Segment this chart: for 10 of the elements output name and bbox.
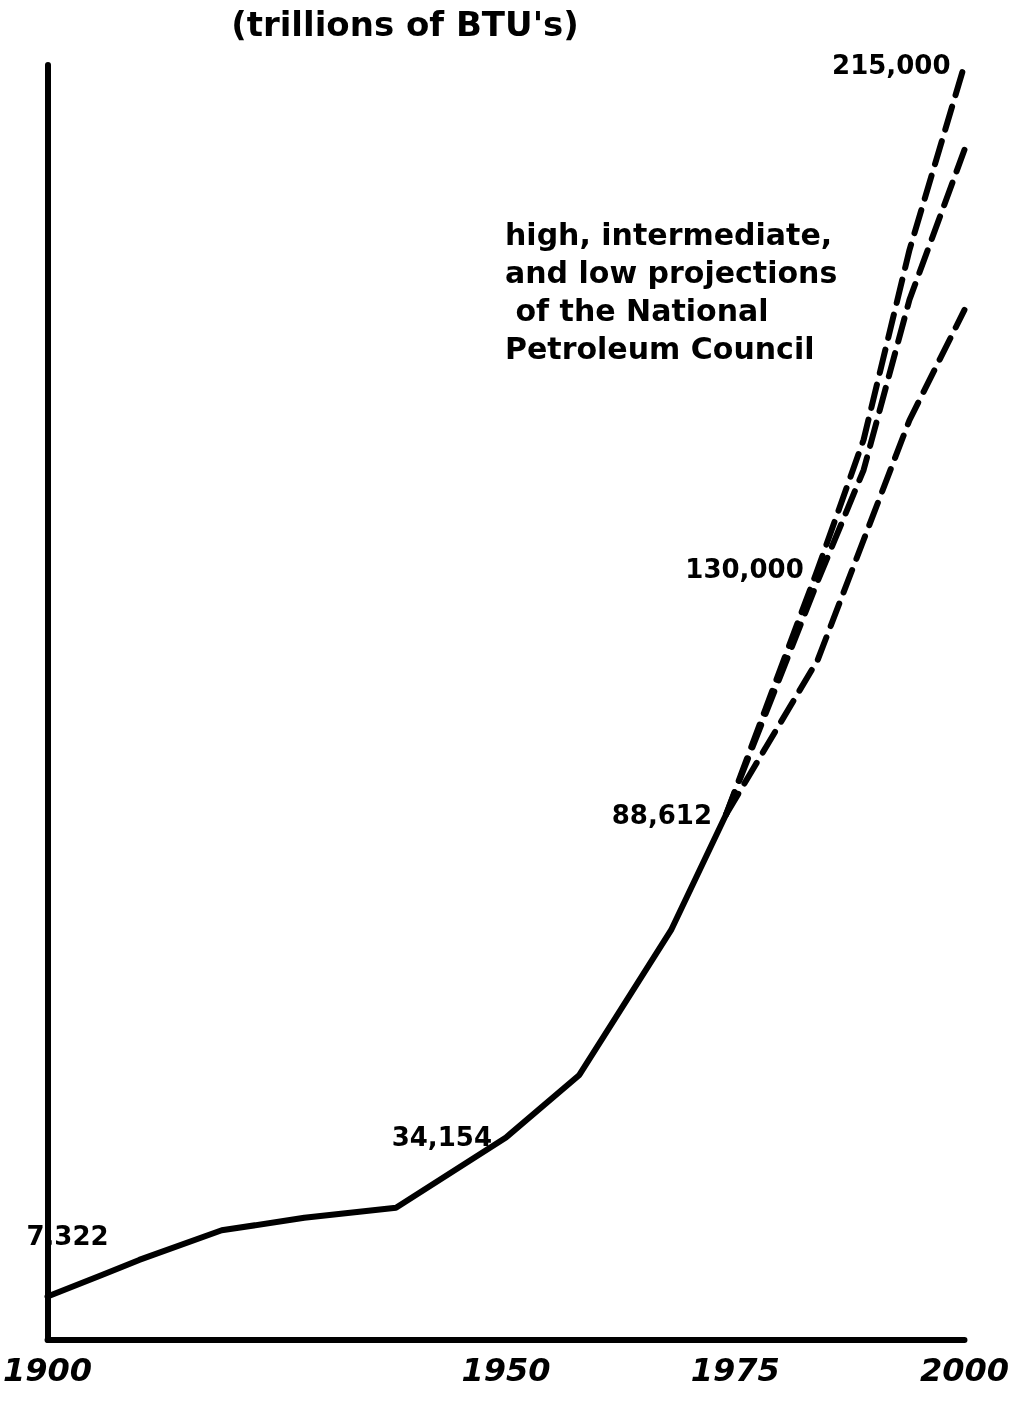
x-tick-label: 1950 — [461, 1351, 551, 1389]
x-tick-label: 1900 — [3, 1351, 93, 1389]
chart-title: (trillions of BTU's) — [231, 4, 579, 44]
data-label: 215,000 — [832, 50, 951, 80]
annotation: high, intermediate, and low projections of the National Petroleum Council — [505, 216, 843, 366]
x-tick-label: 1975 — [690, 1351, 780, 1389]
data-label: 130,000 — [685, 554, 804, 585]
x-tick-label: 2000 — [919, 1351, 1009, 1389]
data-label: 34,154 — [391, 1122, 492, 1153]
data-label: 88,612 — [611, 799, 713, 830]
